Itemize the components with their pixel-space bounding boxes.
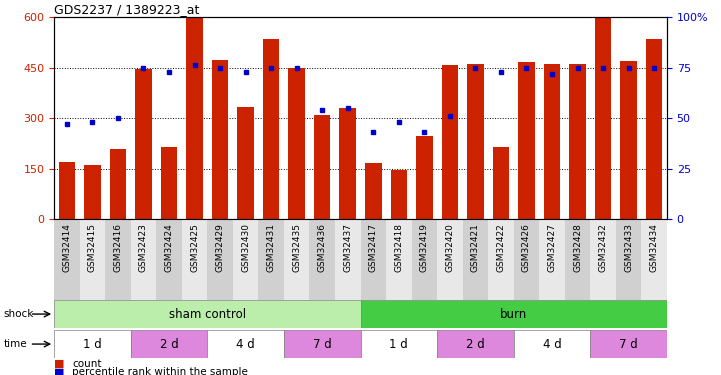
Bar <box>208 330 284 358</box>
Bar <box>54 219 79 300</box>
Bar <box>565 219 590 300</box>
Bar <box>539 219 565 300</box>
Text: GSM32428: GSM32428 <box>573 224 582 272</box>
Bar <box>135 69 151 219</box>
Bar <box>412 219 437 300</box>
Bar <box>335 219 360 300</box>
Text: GSM32424: GSM32424 <box>164 224 174 272</box>
Bar <box>237 107 254 219</box>
Text: GSM32427: GSM32427 <box>547 224 557 272</box>
Bar <box>360 300 667 328</box>
Bar <box>208 219 233 300</box>
Text: GSM32436: GSM32436 <box>318 224 327 272</box>
Bar <box>518 62 535 219</box>
Text: GSM32419: GSM32419 <box>420 224 429 272</box>
Bar <box>263 39 280 219</box>
Bar <box>54 330 131 358</box>
Text: 1 d: 1 d <box>83 338 102 351</box>
Bar <box>258 219 284 300</box>
Text: sham control: sham control <box>169 308 246 321</box>
Text: GSM32430: GSM32430 <box>241 224 250 272</box>
Bar <box>309 219 335 300</box>
Bar <box>360 219 386 300</box>
Bar <box>131 219 156 300</box>
Text: GSM32431: GSM32431 <box>267 224 275 272</box>
Text: GSM32426: GSM32426 <box>522 224 531 272</box>
Text: ■: ■ <box>54 359 65 369</box>
Bar <box>314 115 330 219</box>
Bar <box>288 68 305 219</box>
Bar <box>131 330 208 358</box>
Bar <box>513 219 539 300</box>
Bar <box>441 65 458 219</box>
Text: shock: shock <box>4 309 34 319</box>
Text: burn: burn <box>500 308 527 321</box>
Bar <box>488 219 514 300</box>
Text: GSM32432: GSM32432 <box>598 224 608 272</box>
Bar <box>182 219 208 300</box>
Bar <box>646 39 663 219</box>
Text: GSM32420: GSM32420 <box>446 224 454 272</box>
Text: percentile rank within the sample: percentile rank within the sample <box>72 368 248 375</box>
Bar <box>360 330 437 358</box>
Text: GSM32434: GSM32434 <box>650 224 659 272</box>
Text: GSM32437: GSM32437 <box>343 224 353 272</box>
Bar <box>590 330 667 358</box>
Text: 2 d: 2 d <box>159 338 178 351</box>
Bar <box>212 60 229 219</box>
Text: GSM32425: GSM32425 <box>190 224 199 272</box>
Bar <box>79 219 105 300</box>
Text: GDS2237 / 1389223_at: GDS2237 / 1389223_at <box>54 3 200 16</box>
Bar <box>58 162 75 219</box>
Text: GSM32423: GSM32423 <box>139 224 148 272</box>
Bar <box>513 330 590 358</box>
Text: ■: ■ <box>54 368 65 375</box>
Bar <box>105 219 131 300</box>
Bar <box>233 219 258 300</box>
Text: 7 d: 7 d <box>313 338 332 351</box>
Bar <box>340 108 356 219</box>
Text: 2 d: 2 d <box>466 338 485 351</box>
Text: GSM32429: GSM32429 <box>216 224 224 272</box>
Bar <box>284 219 309 300</box>
Bar <box>463 219 488 300</box>
Text: 4 d: 4 d <box>543 338 562 351</box>
Bar <box>544 64 560 219</box>
Text: GSM32435: GSM32435 <box>292 224 301 272</box>
Bar <box>156 219 182 300</box>
Bar <box>110 148 126 219</box>
Bar <box>437 330 513 358</box>
Bar <box>437 219 463 300</box>
Text: 1 d: 1 d <box>389 338 408 351</box>
Text: GSM32414: GSM32414 <box>62 224 71 272</box>
Bar <box>642 219 667 300</box>
Text: GSM32415: GSM32415 <box>88 224 97 272</box>
Bar <box>186 18 203 219</box>
Bar <box>54 300 360 328</box>
Text: count: count <box>72 359 102 369</box>
Bar <box>365 163 381 219</box>
Text: GSM32433: GSM32433 <box>624 224 633 272</box>
Bar <box>467 64 484 219</box>
Bar <box>616 219 642 300</box>
Bar <box>161 147 177 219</box>
Bar <box>386 219 412 300</box>
Text: 7 d: 7 d <box>619 338 638 351</box>
Text: time: time <box>4 339 27 349</box>
Text: 4 d: 4 d <box>236 338 255 351</box>
Bar <box>590 219 616 300</box>
Text: GSM32417: GSM32417 <box>368 224 378 272</box>
Bar <box>84 165 101 219</box>
Text: GSM32416: GSM32416 <box>113 224 123 272</box>
Text: GSM32418: GSM32418 <box>394 224 403 272</box>
Text: GSM32421: GSM32421 <box>471 224 480 272</box>
Bar <box>570 64 586 219</box>
Text: GSM32422: GSM32422 <box>497 224 505 272</box>
Bar <box>284 330 360 358</box>
Bar <box>492 147 509 219</box>
Bar <box>620 61 637 219</box>
Bar <box>595 18 611 219</box>
Bar <box>416 136 433 219</box>
Bar <box>391 170 407 219</box>
